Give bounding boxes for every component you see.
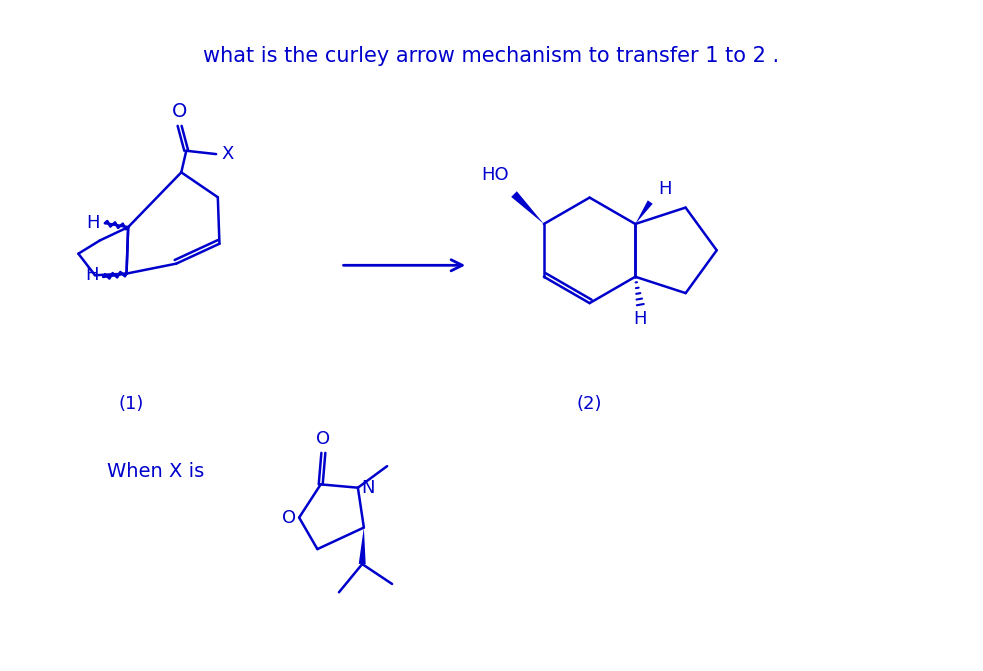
Polygon shape: [635, 201, 653, 224]
Text: H: H: [659, 180, 671, 198]
Text: N: N: [361, 478, 375, 497]
Text: what is the curley arrow mechanism to transfer 1 to 2 .: what is the curley arrow mechanism to tr…: [202, 46, 780, 66]
Text: H: H: [633, 309, 647, 327]
Text: X: X: [221, 145, 234, 163]
Text: H: H: [87, 214, 100, 232]
Polygon shape: [359, 527, 366, 564]
Text: (2): (2): [577, 395, 603, 413]
Text: When X is: When X is: [106, 462, 203, 481]
Text: HO: HO: [482, 166, 509, 184]
Text: (1): (1): [119, 395, 145, 413]
Text: O: O: [317, 430, 330, 448]
Polygon shape: [511, 191, 544, 224]
Text: H: H: [85, 266, 98, 284]
Text: O: O: [282, 509, 296, 527]
Text: O: O: [172, 102, 188, 121]
